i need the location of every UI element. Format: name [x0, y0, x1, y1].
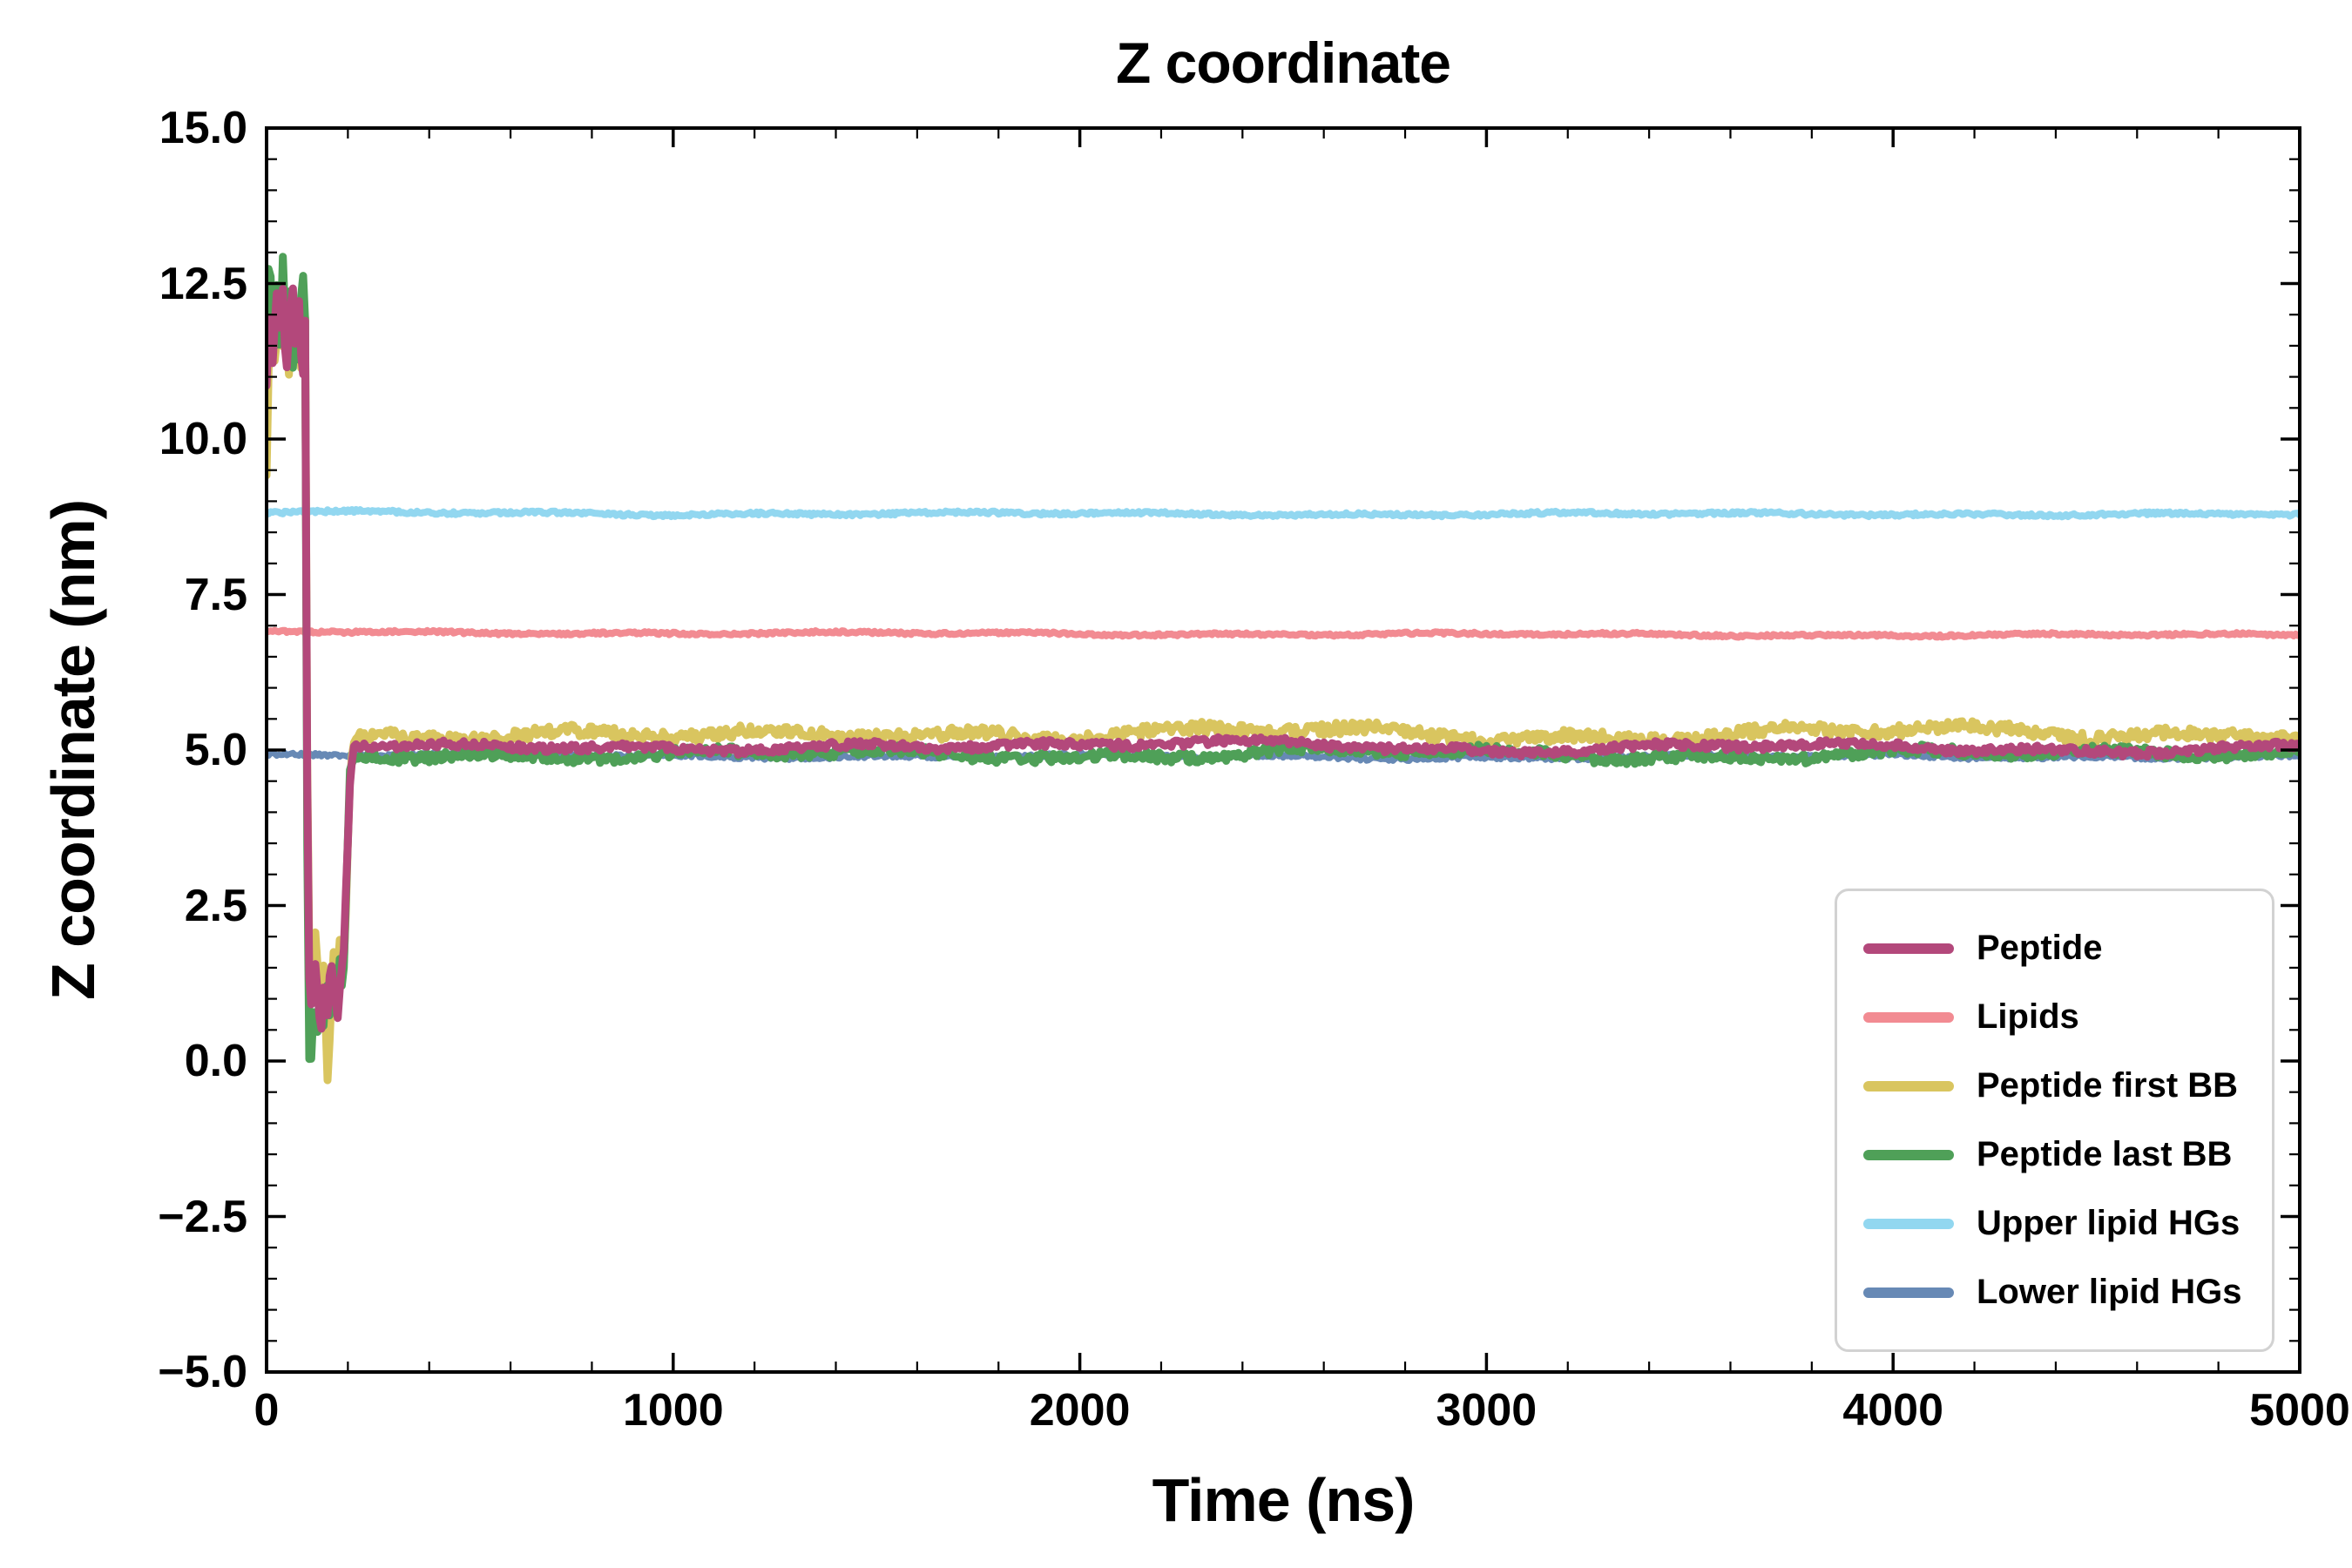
legend-swatch [1863, 1080, 1954, 1092]
x-tick-label: 5000 [2249, 1385, 2350, 1436]
legend-swatch [1863, 1149, 1954, 1160]
chart-title: Z coordinate [1115, 30, 1451, 95]
legend-item: Peptide first BB [1863, 1051, 2246, 1120]
legend-swatch [1863, 1218, 1954, 1229]
legend-item: Peptide [1863, 914, 2246, 983]
x-tick-label: 4000 [1842, 1385, 1944, 1436]
x-tick-label: 2000 [1029, 1385, 1131, 1436]
y-tick-label: 2.5 [184, 880, 247, 931]
legend-item: Upper lipid HGs [1863, 1189, 2246, 1258]
series-line-peptide [267, 284, 2300, 1033]
legend-item-label: Lower lipid HGs [1977, 1273, 2242, 1311]
legend-item-label: Peptide first BB [1977, 1066, 2239, 1105]
y-axis-label: Z coordinate (nm) [39, 499, 107, 1001]
y-tick-label: 10.0 [159, 414, 247, 464]
x-tick-label: 0 [253, 1385, 280, 1436]
legend-item: Lipids [1863, 983, 2246, 1051]
legend-item-label: Upper lipid HGs [1977, 1204, 2240, 1242]
x-tick-label: 1000 [622, 1385, 724, 1436]
y-tick-label: −2.5 [158, 1191, 247, 1242]
series-line-lipids [267, 626, 2300, 641]
axes-box [265, 126, 2301, 1374]
y-tick-label: 12.5 [159, 258, 247, 309]
series-line-upper-lipid-hgs [267, 505, 2300, 521]
legend-item: Peptide last BB [1863, 1120, 2246, 1189]
x-axis-label: Time (ns) [1152, 1466, 1416, 1534]
legend-item: Lower lipid HGs [1863, 1258, 2246, 1327]
y-tick-label: 5.0 [184, 725, 247, 775]
legend-item-label: Lipids [1977, 997, 2079, 1036]
legend-swatch [1863, 1011, 1954, 1023]
y-tick-label: 15.0 [159, 103, 247, 153]
y-tick-label: 7.5 [184, 569, 247, 620]
y-tick-label: −5.0 [158, 1347, 247, 1397]
series-line-peptide-first-bb [267, 285, 2300, 1085]
y-tick-label: 0.0 [184, 1036, 247, 1086]
legend-swatch [1863, 943, 1954, 954]
legend-item-label: Peptide last BB [1977, 1135, 2233, 1173]
legend: Peptide Lipids Peptide first BB Peptide las… [1835, 889, 2274, 1352]
x-tick-label: 3000 [1436, 1385, 1538, 1436]
series-group [267, 253, 2300, 1085]
legend-swatch [1863, 1287, 1954, 1298]
legend-item-label: Peptide [1977, 929, 2103, 967]
